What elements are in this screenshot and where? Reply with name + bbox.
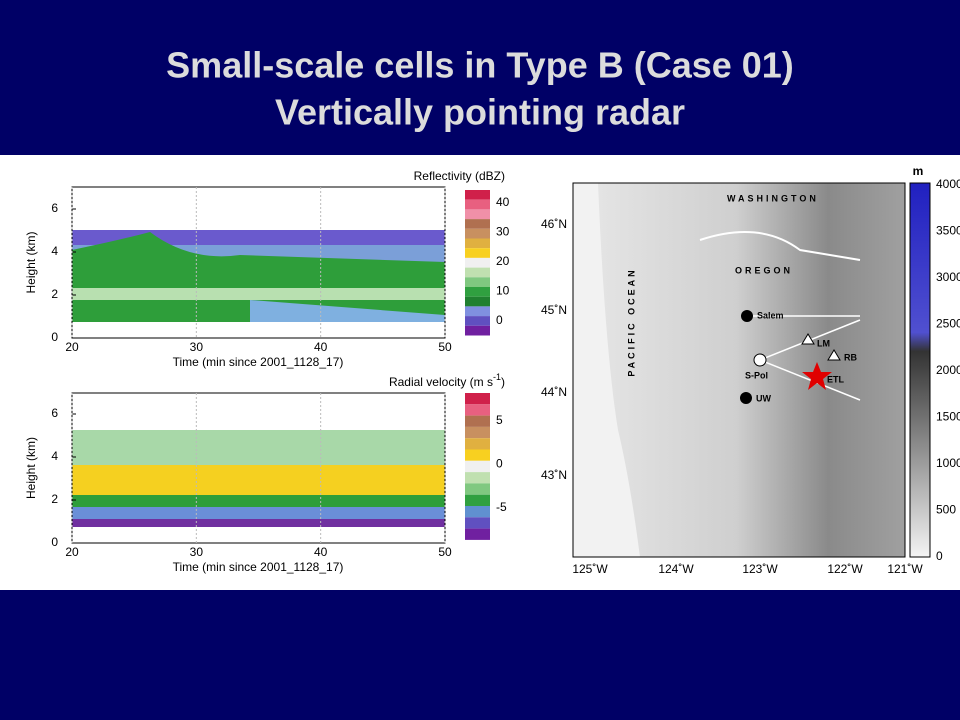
colorbar-cell [465,190,490,200]
colorbar-unit: m [913,164,924,178]
colorbar-title-end: ) [501,375,505,389]
x-tick-label: 30 [190,340,204,354]
x-axis-label: Time (min since 2001_1128_17) [173,560,344,574]
y-tick-label: 4 [51,449,58,463]
x-tick-label: 30 [190,545,204,559]
y-tick-label: 2 [51,492,58,506]
colorbar-cell [465,494,490,506]
colorbar-cell [465,438,490,450]
colorbar-tick-label: 30 [496,225,510,239]
colorbar-cell [465,517,490,529]
colorbar-tick-label: 4000 [936,177,960,191]
colorbar-tick-label: 3500 [936,224,960,238]
colorbar-cell [465,238,490,249]
colorbar-cell [465,287,490,297]
colorbar-cell [465,325,490,336]
lat-label: 45˚N [541,303,567,317]
site-label: S-Pol [745,370,768,380]
colorbar-cell [465,228,490,239]
y-tick-label: 4 [51,244,58,258]
x-tick-label: 50 [438,545,452,559]
lat-label: 46˚N [541,217,567,231]
title-line: Vertically pointing radar [275,92,685,133]
colorbar-cell [465,257,490,268]
colorbar-tick-label: 0 [496,313,503,327]
y-tick-label: 0 [51,535,58,549]
site-label: ETL [827,374,845,384]
site-label: LM [817,338,830,348]
map [572,182,931,558]
colorbar-title-text: Reflectivity (dBZ) [414,169,505,183]
colorbar-cell [465,483,490,495]
lon-label: 123˚W [742,562,778,576]
colorbar-cell [465,199,490,210]
x-tick-label: 20 [65,340,79,354]
y-tick-label: 6 [51,201,58,215]
site-label: Salem [757,310,784,320]
lat-label: 44˚N [541,385,567,399]
colorbar-cell [465,460,490,473]
colorbar-cell [465,219,490,229]
colorbar-cell [465,248,490,258]
colorbar-tick-label: 1500 [936,410,960,424]
colorbar-cell [465,296,490,307]
colorbar-cell [465,472,490,484]
lon-label: 122˚W [827,562,863,576]
colorbar-cell [465,209,490,220]
colorbar-cell [465,528,490,540]
colorbar-cell [465,506,490,518]
lon-label: 124˚W [658,562,694,576]
colorbar-tick-label: 0 [936,549,943,563]
x-tick-label: 50 [438,340,452,354]
reflectivity-image [72,230,445,322]
colorbar-tick-label: 20 [496,254,510,268]
colorbar-tick-label: -5 [496,500,507,514]
axes-frames [71,186,446,544]
colorbar-title: Reflectivity (dBZ) [414,169,505,183]
colorbar-cell [465,426,490,439]
colorbar-tick-label: 2000 [936,363,960,377]
colorbar-tick-label: 500 [936,503,956,517]
site-label: UW [756,393,771,403]
lon-label: 125˚W [572,562,608,576]
colorbar-tick-label: 3000 [936,270,960,284]
colorbar-cell [465,393,490,405]
y-axis-label: Height (km) [24,437,38,499]
x-tick-label: 40 [314,545,328,559]
colorbar-cell [465,404,490,416]
colorbar-tick-label: 5 [496,413,503,427]
colorbar-cell [465,316,490,326]
colorbar-tick-label: 2500 [936,317,960,331]
region-label: OREGON [735,265,793,275]
y-tick-label: 2 [51,287,58,301]
y-axis-label: Height (km) [24,231,38,293]
colorbar-cell [465,306,490,317]
region-label: WASHINGTON [727,193,819,203]
y-tick-label: 0 [51,330,58,344]
y-tick-label: 6 [51,406,58,420]
lat-label: 43˚N [541,468,567,482]
colorbar-cell [465,449,490,461]
site-label: RB [844,352,857,362]
x-tick-label: 20 [65,545,79,559]
x-tick-label: 40 [314,340,328,354]
colorbar-cell [465,277,490,287]
title-line: Small-scale cells in Type B (Case 01) [166,45,794,86]
colorbar-title: Radial velocity (m s-1) [389,372,505,389]
colorbar-tick-label: 0 [496,457,503,471]
colorbar-title-text: Radial velocity (m s [389,375,493,389]
colorbar-title-sup: -1 [493,372,501,382]
colorbar-tick-label: 10 [496,284,510,298]
x-axis-label: Time (min since 2001_1128_17) [173,355,344,369]
colorbar-tick-label: 1000 [936,456,960,470]
velocity-image [72,430,445,527]
colorbar-cell [465,415,490,427]
region-label: PACIFIC OCEAN [626,267,636,376]
colorbar-cell [465,267,490,278]
colorbar-tick-label: 40 [496,195,510,209]
lon-label: 121˚W [887,562,923,576]
